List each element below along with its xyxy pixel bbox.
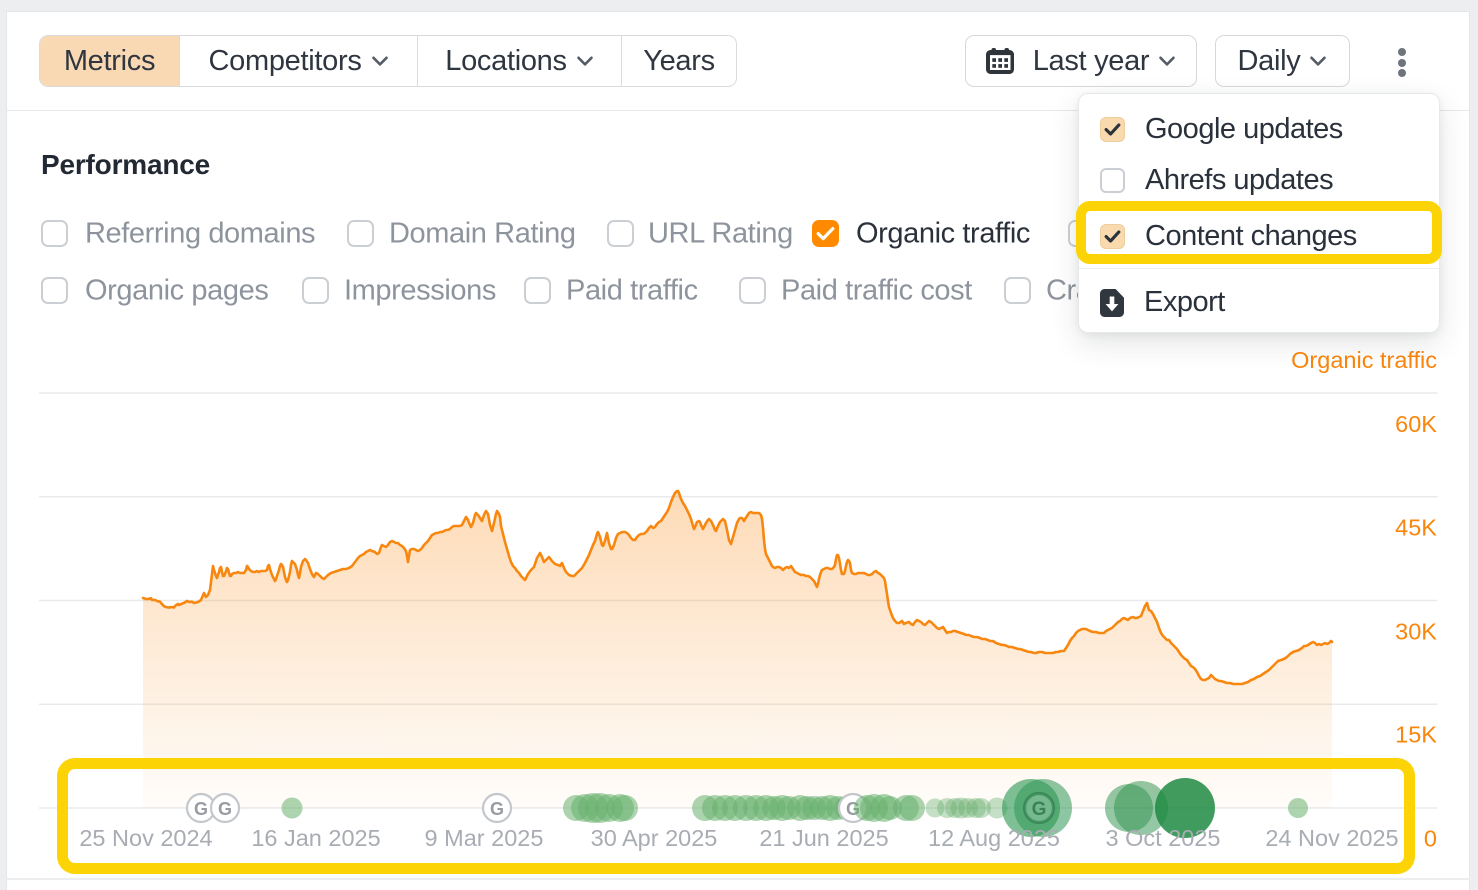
svg-text:9 Mar 2025: 9 Mar 2025 — [425, 825, 544, 851]
svg-text:15K: 15K — [1395, 722, 1437, 748]
svg-text:25 Nov 2024: 25 Nov 2024 — [79, 825, 212, 851]
svg-text:24 Nov 2025: 24 Nov 2025 — [1265, 825, 1398, 851]
svg-text:0: 0 — [1424, 826, 1437, 852]
svg-text:G: G — [194, 799, 208, 819]
svg-text:60K: 60K — [1395, 411, 1437, 437]
svg-text:12 Aug 2025: 12 Aug 2025 — [928, 825, 1060, 851]
svg-text:30 Apr 2025: 30 Apr 2025 — [591, 825, 718, 851]
svg-text:G: G — [1032, 799, 1047, 820]
svg-text:21 Jun 2025: 21 Jun 2025 — [759, 825, 888, 851]
svg-text:G: G — [490, 799, 504, 819]
svg-text:30K: 30K — [1395, 619, 1437, 645]
svg-text:Organic traffic: Organic traffic — [1291, 347, 1437, 373]
svg-text:16 Jan 2025: 16 Jan 2025 — [251, 825, 380, 851]
svg-text:G: G — [218, 799, 232, 819]
svg-text:45K: 45K — [1395, 515, 1437, 541]
svg-text:3 Oct 2025: 3 Oct 2025 — [1106, 825, 1221, 851]
